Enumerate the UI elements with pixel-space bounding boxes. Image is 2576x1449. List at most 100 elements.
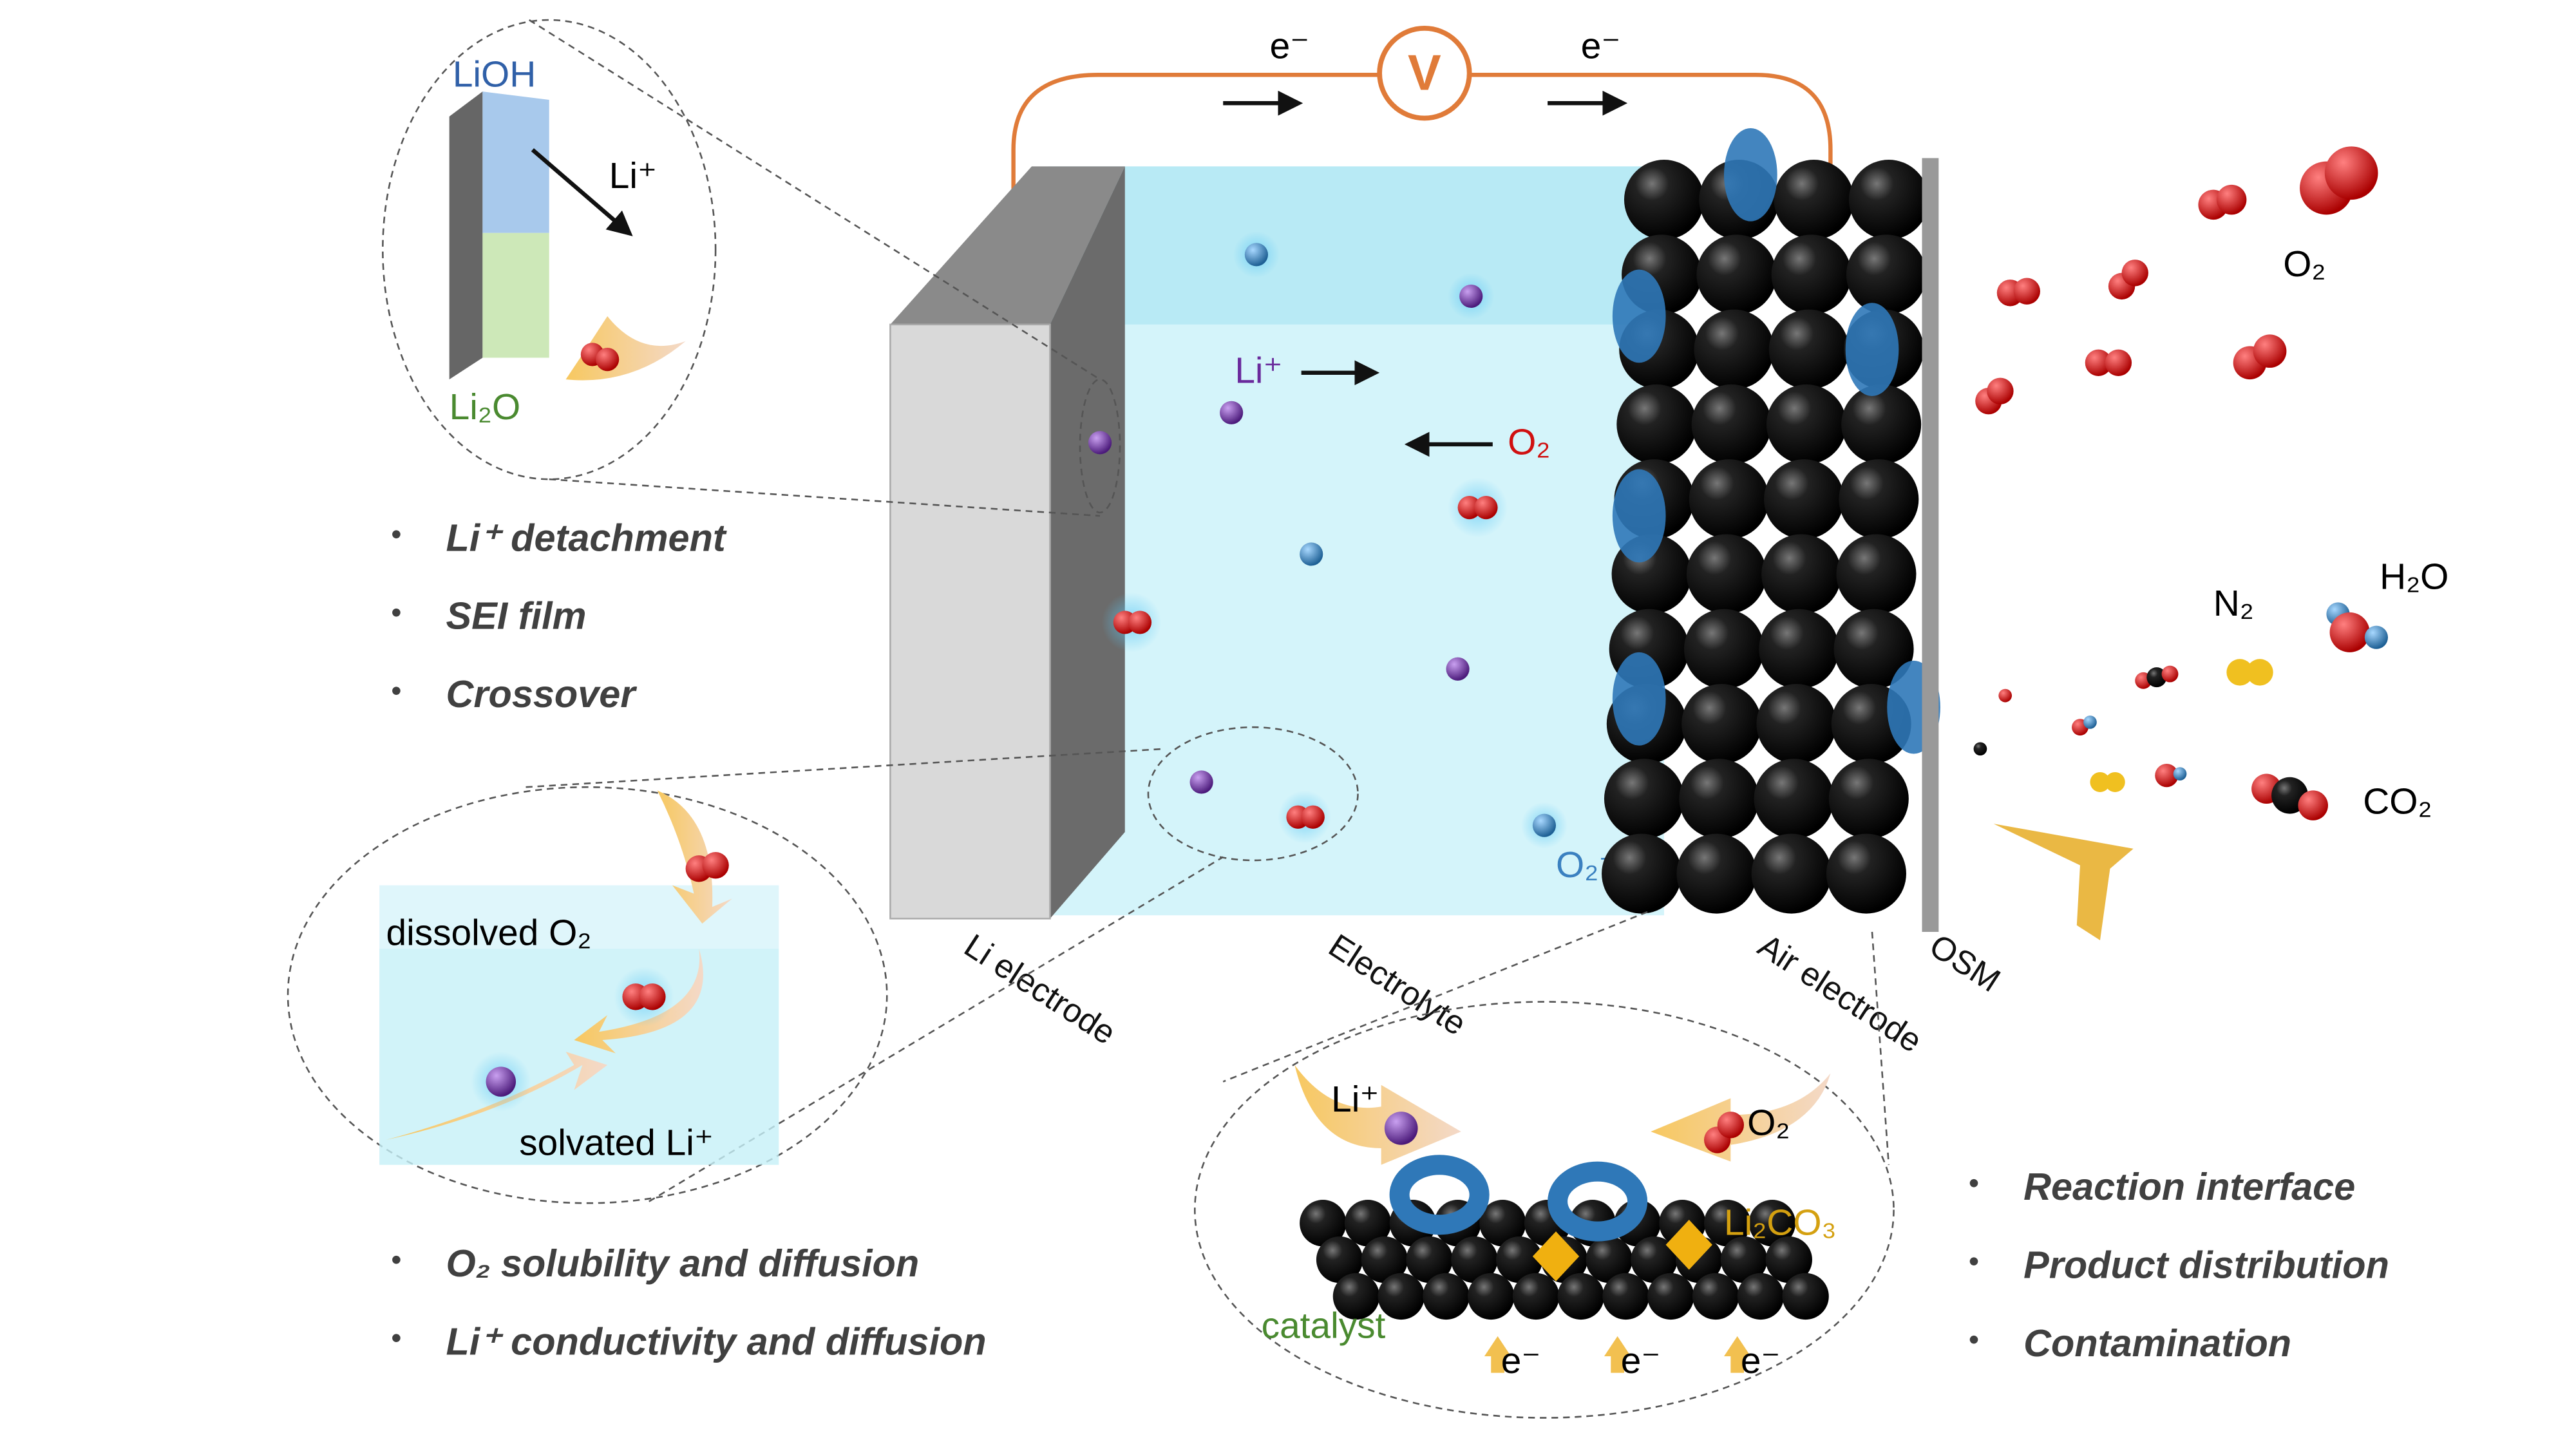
up-arrow (1604, 1336, 1631, 1373)
component-label: Li electrode (958, 927, 1123, 1052)
bullet: • (1969, 1323, 1979, 1356)
bullet: • (391, 1321, 401, 1354)
bullet: • (1969, 1244, 1979, 1278)
voltmeter (1377, 26, 1472, 121)
air-electrode (1602, 128, 1940, 914)
bullet-text: Li⁺ conductivity and diffusion (446, 1320, 987, 1363)
bullet: • (391, 517, 401, 551)
carbon-sphere (1602, 833, 1682, 914)
carbon-sphere (1406, 1236, 1453, 1283)
bullet-text: Product distribution (2023, 1243, 2389, 1286)
product-crystal (1665, 1220, 1712, 1270)
bullet-lists: • Li⁺ detachment • SEI film • Crossover • O₂ so… (391, 516, 2389, 1365)
carbon-sphere (1616, 384, 1697, 464)
electron-label: e⁻ (1621, 1341, 1661, 1381)
carbon-sphere (1423, 1273, 1470, 1320)
carbon-sphere (1765, 1236, 1812, 1283)
carbon-sphere (1647, 1273, 1694, 1320)
carbon-sphere (1764, 459, 1844, 540)
carbon-sphere (1756, 684, 1837, 764)
electron-label: e⁻ (1501, 1341, 1541, 1381)
solvated-label: solvated Li⁺ (519, 1122, 714, 1163)
carbon-sphere (1344, 1200, 1392, 1247)
bullet: • (391, 1243, 401, 1276)
up-arrow (1484, 1336, 1511, 1373)
carbon-sphere (1679, 759, 1759, 839)
carbon-sphere (1759, 609, 1839, 689)
carbon-sphere (1836, 534, 1917, 614)
carbon-sphere (1479, 1200, 1526, 1247)
catalyst-ring (1612, 469, 1666, 563)
carbon-sphere (1604, 759, 1684, 839)
carbon-sphere (1686, 534, 1766, 614)
carbon-sphere (1451, 1236, 1498, 1283)
gas-label: N₂ (2213, 583, 2254, 624)
carbon-sphere (1361, 1236, 1408, 1283)
carbon-sphere (1782, 1273, 1829, 1320)
carbon-sphere (1557, 1273, 1604, 1320)
electron-label: e⁻ (1581, 26, 1621, 66)
carbon-sphere (1846, 234, 1926, 315)
carbon-sphere (1841, 384, 1922, 464)
carbon-sphere (1676, 833, 1757, 914)
oxygen-label: O₂ (1747, 1103, 1790, 1143)
product-label: Li₂CO₃ (1724, 1202, 1837, 1243)
component-label: OSM (1923, 927, 2007, 999)
li-ion-label: Li⁺ (1331, 1079, 1379, 1120)
wire (1011, 73, 1833, 229)
carbon-sphere (1848, 160, 1929, 240)
li-ion-label: Li⁺ (609, 156, 657, 196)
carbon-sphere (1771, 234, 1852, 315)
gas-label: O₂ (2283, 244, 2325, 285)
particles (1088, 231, 1568, 849)
inflow-arrow (1993, 824, 2134, 940)
carbon-sphere (1689, 459, 1769, 540)
carbon-sphere (1694, 309, 1774, 390)
bullet-text: Li⁺ detachment (446, 516, 727, 559)
carbon-sphere (1691, 384, 1772, 464)
carbon-sphere (1826, 833, 1906, 914)
electron-arrows: e⁻ e⁻ e⁻ (1484, 1336, 1780, 1381)
carbon-sphere (1833, 609, 1914, 689)
carbon-sphere (1754, 759, 1834, 839)
carbon-sphere (1512, 1273, 1560, 1320)
carbon-sphere (1828, 759, 1909, 839)
bullet-text: O₂ solubility and diffusion (446, 1242, 920, 1285)
electrolyte (1048, 166, 1664, 916)
voltmeter-label: V (1408, 46, 1441, 101)
component-label: Air electrode (1752, 927, 1929, 1060)
carbon-sphere (1378, 1273, 1425, 1320)
bullet: • (391, 595, 401, 629)
zoom-line (529, 19, 1101, 381)
electrode-plate (449, 91, 483, 380)
lioh-label: LiOH (453, 54, 536, 95)
lioh-layer (482, 91, 549, 233)
inset-outline (287, 786, 888, 1204)
electrolyte-top (1048, 166, 1664, 325)
carbon-sphere (1300, 1200, 1347, 1247)
dissolved-label: dissolved O₂ (386, 913, 591, 954)
zoom-line (1871, 931, 1890, 1165)
osm (1922, 158, 1939, 933)
zoom-line (1222, 911, 1648, 1083)
carbon-sphere (1748, 1200, 1796, 1247)
inset-outline (1194, 1001, 1895, 1419)
inset-outline (382, 19, 717, 480)
bullet: • (391, 674, 401, 707)
carbon-sphere (1768, 309, 1849, 390)
gas-molecules (1973, 146, 2389, 820)
li2o-label: Li₂O (450, 387, 520, 428)
carbon-sphere (1692, 1273, 1739, 1320)
component-label: Electrolyte (1322, 927, 1473, 1043)
arrow (531, 148, 633, 236)
li2o-layer (482, 232, 549, 358)
zoom-line (526, 748, 1165, 788)
carbon-sphere (1332, 1273, 1380, 1320)
carbon-sphere (1683, 609, 1765, 689)
carbon-sphere (1495, 1236, 1543, 1283)
electron-label: e⁻ (1270, 26, 1310, 66)
curved-arrow (1294, 1065, 1461, 1165)
catalyst-ring (1612, 652, 1666, 746)
carbon-sphere (1468, 1273, 1515, 1320)
catalyst-ring (1724, 128, 1777, 222)
